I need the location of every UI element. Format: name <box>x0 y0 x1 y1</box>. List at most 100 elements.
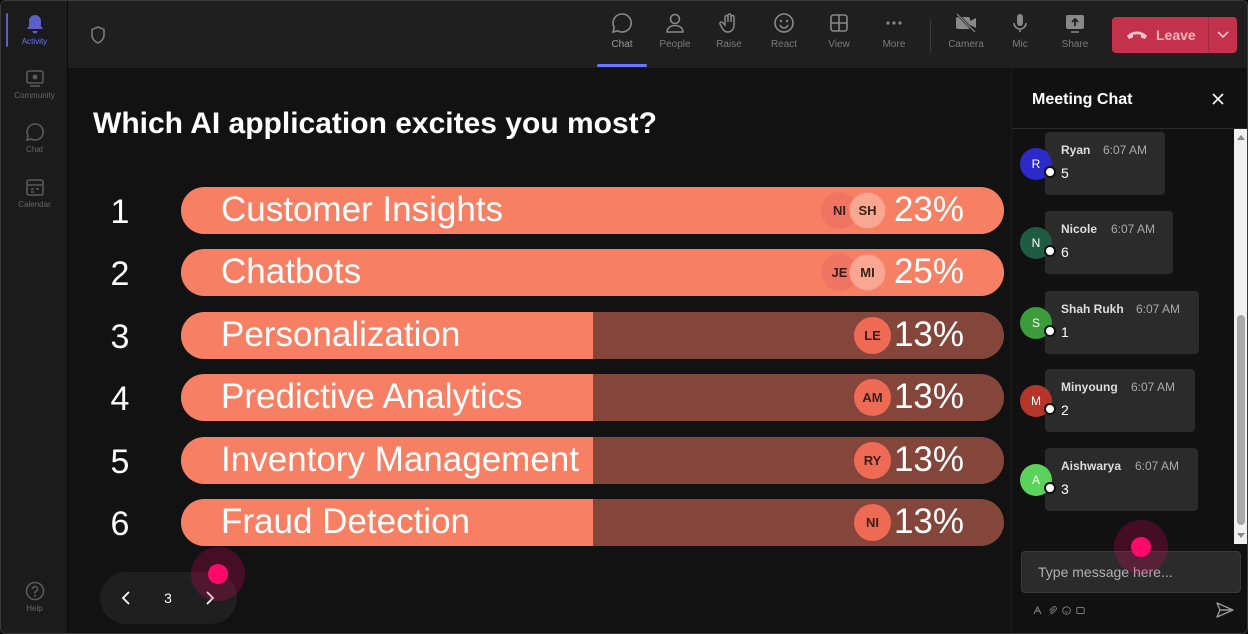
poll-option-label: Inventory Management <box>221 440 579 479</box>
voter-avatars: RY <box>854 442 891 479</box>
leave-label: Leave <box>1156 27 1196 43</box>
poll-option-bar[interactable]: Predictive Analytics AM 13% <box>181 374 1004 421</box>
smiley-icon <box>772 11 796 35</box>
chat-title: Meeting Chat <box>1032 91 1133 108</box>
poll-option-fill <box>181 374 593 421</box>
mic-icon <box>1008 11 1032 35</box>
chat-scrollbar[interactable] <box>1234 129 1247 544</box>
chat-icon <box>25 122 45 142</box>
leave-button[interactable]: Leave <box>1112 17 1237 53</box>
scroll-up-icon[interactable] <box>1237 135 1245 140</box>
scrollbar-thumb[interactable] <box>1237 315 1245 525</box>
poll-option-fill <box>181 437 593 484</box>
camera-label: Camera <box>948 39 984 50</box>
people-button[interactable]: People <box>651 11 699 61</box>
leave-options-dropdown[interactable] <box>1208 17 1237 53</box>
chat-message: Shah Rukh 6:07 AM 1 S <box>1020 291 1230 355</box>
view-label: View <box>828 39 850 50</box>
rail-item-calendar[interactable]: Calendar <box>1 168 68 218</box>
poll-option-label: Chatbots <box>221 252 362 291</box>
share-screen-icon <box>1063 11 1087 35</box>
chat-message: Ryan 6:07 AM 5 R <box>1020 132 1230 196</box>
chat-message: Aishwarya 6:07 AM 3 A <box>1020 448 1230 512</box>
camera-button[interactable]: Camera <box>942 11 990 61</box>
poll-option-row: 5 Inventory Management RY 13% <box>68 437 1011 485</box>
voter-avatars: NI <box>854 504 891 541</box>
presence-status-icon <box>1044 325 1056 337</box>
hand-icon <box>717 11 741 35</box>
poll-option-bar[interactable]: Chatbots JE MI 25% <box>181 249 1004 296</box>
poll-option-bar[interactable]: Customer Insights NI SH 23% <box>181 187 1004 234</box>
poll-option-row: 3 Personalization LE 13% <box>68 312 1011 360</box>
rail-item-activity[interactable]: Activity <box>1 5 68 55</box>
presence-status-icon <box>1044 403 1056 415</box>
message-bubble[interactable]: Minyoung 6:07 AM 2 <box>1045 369 1195 432</box>
poll-option-bar[interactable]: Inventory Management RY 13% <box>181 437 1004 484</box>
message-sender: Shah Rukh <box>1061 302 1124 316</box>
mic-button[interactable]: Mic <box>996 11 1044 61</box>
poll-option-percent: 13% <box>893 440 964 479</box>
previous-page-button[interactable] <box>114 586 138 610</box>
people-label: People <box>659 39 691 50</box>
chat-message: Nicole 6:07 AM 6 N <box>1020 211 1230 275</box>
next-page-button[interactable] <box>198 586 222 610</box>
voter-avatar: RY <box>854 442 891 479</box>
voter-avatar: AM <box>854 379 891 416</box>
poll-option-label: Predictive Analytics <box>221 377 523 416</box>
chat-message-input[interactable] <box>1022 552 1240 592</box>
poll-option-number: 4 <box>110 380 130 418</box>
send-icon <box>1216 602 1234 618</box>
attach-icon[interactable] <box>1047 605 1057 615</box>
poll-option-number: 1 <box>110 193 130 231</box>
message-sender: Ryan <box>1061 143 1091 157</box>
close-chat-button[interactable] <box>1208 89 1228 109</box>
send-message-button[interactable] <box>1214 599 1236 621</box>
voter-avatars: LE <box>854 317 891 354</box>
message-bubble[interactable]: Ryan 6:07 AM 5 <box>1045 132 1165 195</box>
format-icon[interactable] <box>1032 605 1042 615</box>
voter-avatars: NI SH <box>821 192 887 229</box>
close-icon <box>1212 93 1224 105</box>
poll-option-bar[interactable]: Fraud Detection NI 13% <box>181 499 1004 546</box>
gif-icon[interactable] <box>1075 605 1085 615</box>
message-bubble[interactable]: Shah Rukh 6:07 AM 1 <box>1045 291 1199 354</box>
poll-option-bar[interactable]: Personalization LE 13% <box>181 312 1004 359</box>
shield-icon[interactable] <box>88 25 108 45</box>
message-text: 5 <box>1061 165 1069 181</box>
message-timestamp: 6:07 AM <box>1136 302 1181 316</box>
poll-option-label: Fraud Detection <box>221 502 471 541</box>
message-bubble[interactable]: Aishwarya 6:07 AM 3 <box>1045 448 1198 511</box>
leave-main[interactable]: Leave <box>1112 17 1208 53</box>
react-button[interactable]: React <box>760 11 808 61</box>
poll-option-row: 6 Fraud Detection NI 13% <box>68 499 1011 547</box>
presence-status-icon <box>1044 166 1056 178</box>
raise-hand-button[interactable]: Raise <box>705 11 753 61</box>
rail-label: Activity <box>21 37 48 46</box>
poll-option-percent: 25% <box>893 252 964 291</box>
message-compose-box[interactable] <box>1021 551 1241 593</box>
more-label: More <box>882 39 906 50</box>
voter-avatars: AM <box>854 379 891 416</box>
poll-option-percent: 23% <box>893 190 964 229</box>
rail-item-chat[interactable]: Chat <box>1 113 68 163</box>
share-button[interactable]: Share <box>1051 11 1099 61</box>
view-button[interactable]: View <box>815 11 863 61</box>
chat-button[interactable]: Chat <box>597 11 647 67</box>
presence-status-icon <box>1044 245 1056 257</box>
community-icon <box>25 68 45 88</box>
rail-item-help[interactable]: Help <box>1 572 68 622</box>
message-timestamp: 6:07 AM <box>1103 143 1148 157</box>
more-button[interactable]: More <box>870 11 918 61</box>
rail-item-community[interactable]: Community <box>1 59 68 109</box>
rail-label: Help <box>26 604 43 613</box>
scroll-down-icon[interactable] <box>1237 533 1245 538</box>
emoji-icon[interactable] <box>1061 605 1071 615</box>
rail-label: Chat <box>26 145 43 154</box>
message-text: 1 <box>1061 324 1069 340</box>
camera-off-icon <box>954 11 978 35</box>
mic-label: Mic <box>1012 39 1028 50</box>
message-bubble[interactable]: Nicole 6:07 AM 6 <box>1045 211 1173 274</box>
poll-stage: Which AI application excites you most? 1… <box>68 69 1011 633</box>
help-icon <box>25 581 45 601</box>
chat-label: Chat <box>611 39 633 50</box>
